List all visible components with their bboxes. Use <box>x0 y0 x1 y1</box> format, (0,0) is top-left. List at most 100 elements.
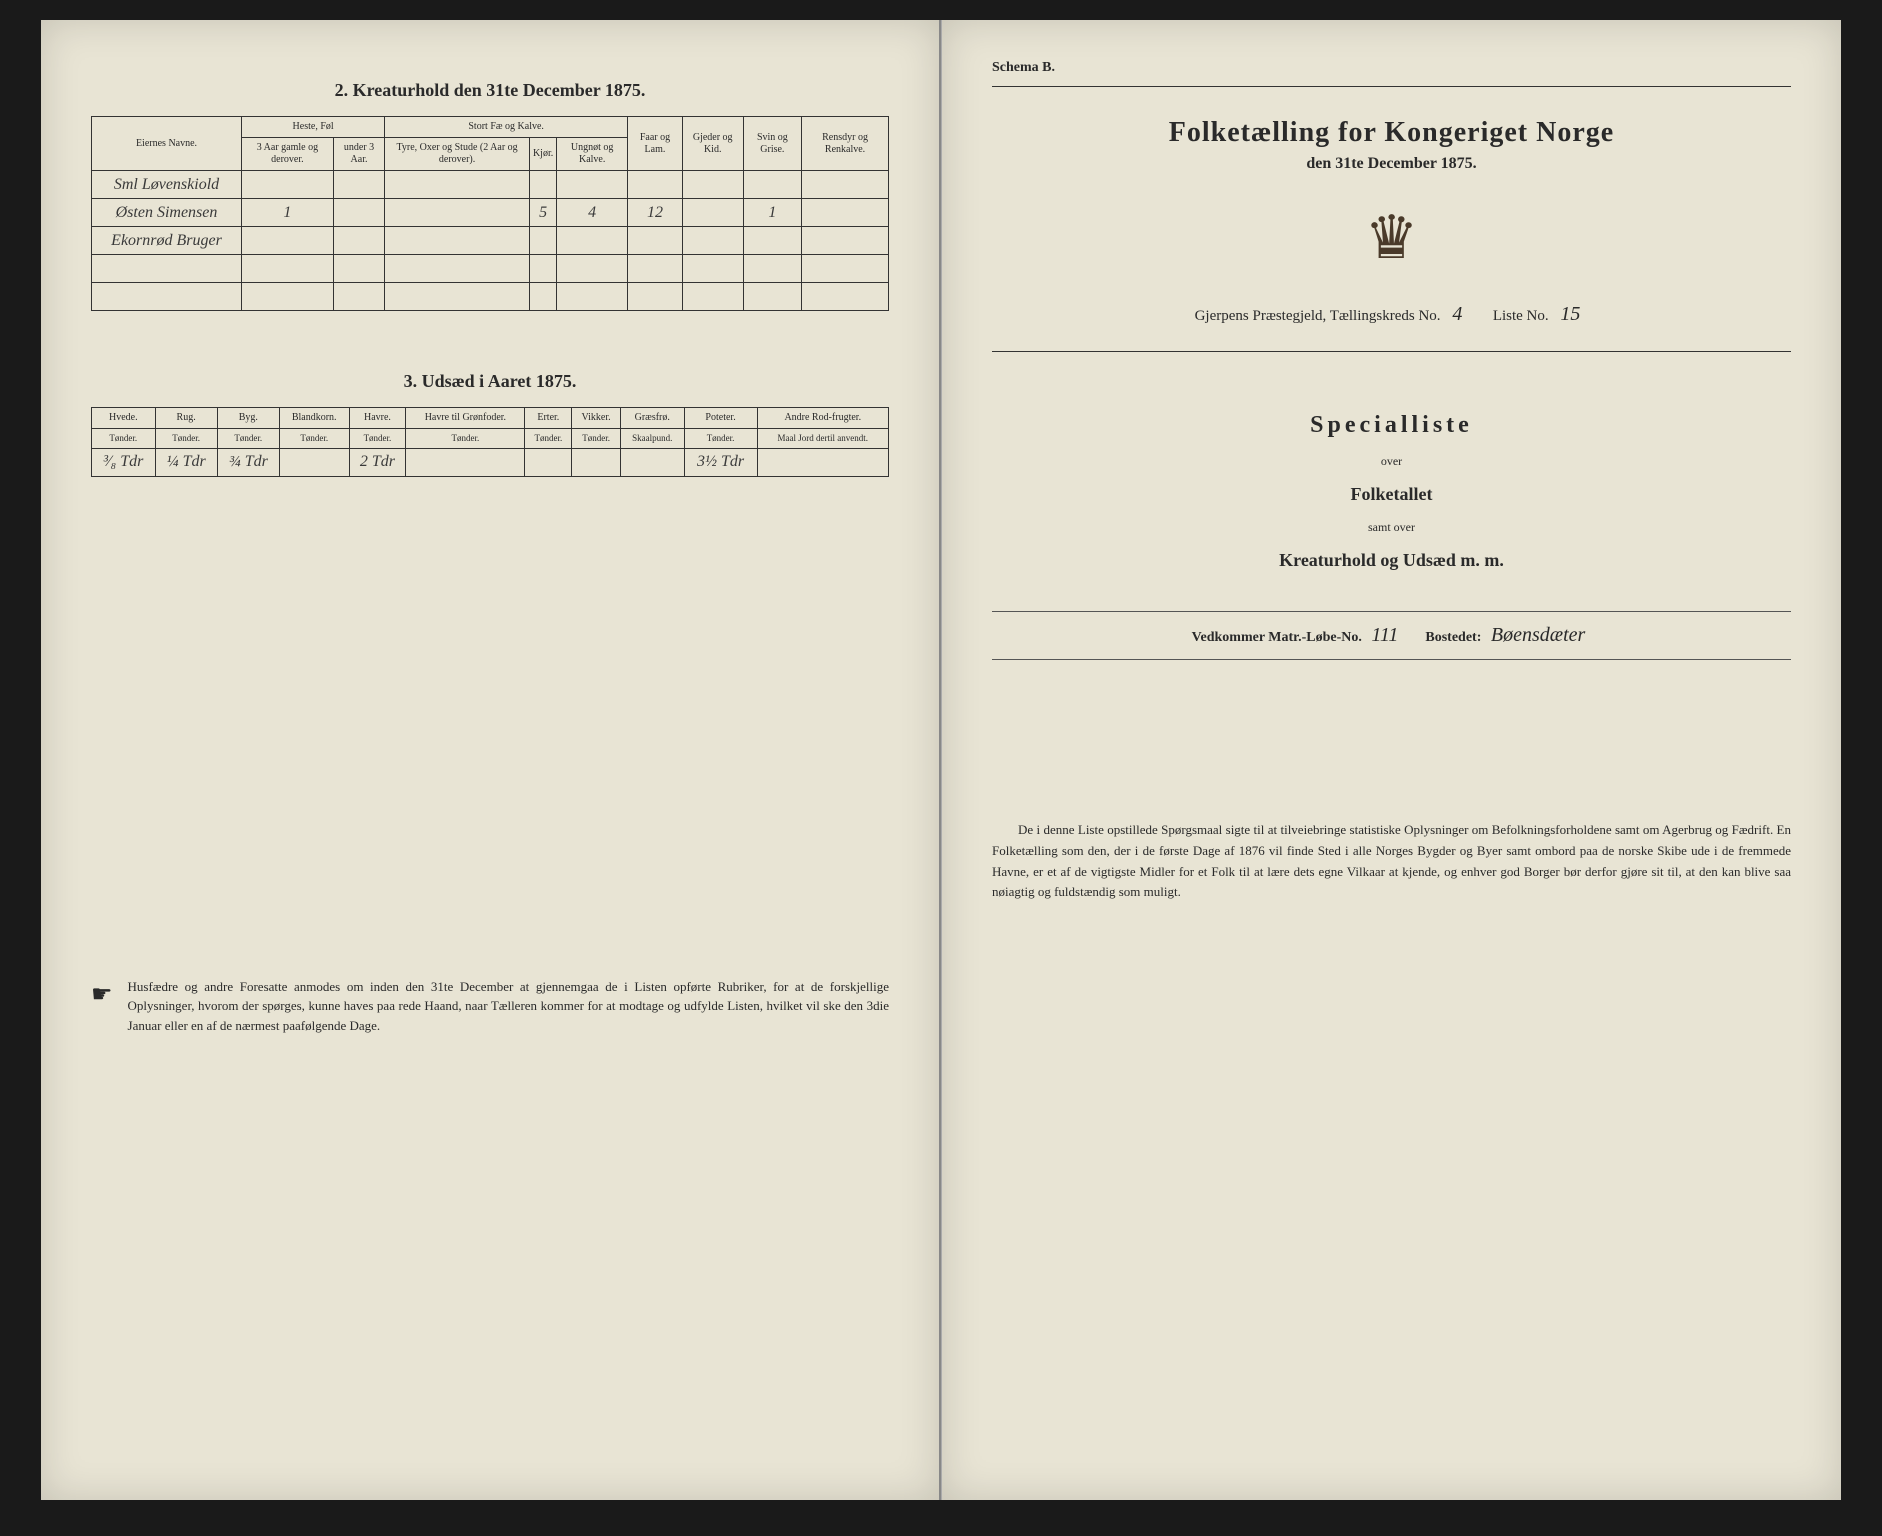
cell <box>385 255 530 283</box>
rule-parish <box>992 351 1791 352</box>
cell <box>92 255 242 283</box>
cell: ³⁄₈ Tdr <box>92 448 156 476</box>
main-subtitle: den 31te December 1875. <box>992 155 1791 173</box>
th-horses-b: under 3 Aar. <box>333 138 384 171</box>
coat-of-arms-icon: ♛ <box>992 203 1791 273</box>
cell <box>682 255 743 283</box>
cell <box>802 199 889 227</box>
matr-no: 111 <box>1365 624 1404 646</box>
seed-table: Hvede.Rug.Byg.Blandkorn.Havre.Havre til … <box>91 407 889 477</box>
cell <box>385 227 530 255</box>
bosted: Bøensdæter <box>1485 624 1591 646</box>
cell <box>557 227 628 255</box>
cell: 5 <box>529 199 556 227</box>
cell <box>557 255 628 283</box>
parish-label: Gjerpens Præstegjeld, Tællingskreds No. <box>1195 308 1441 324</box>
th-unit: Tønder. <box>406 429 525 449</box>
cell: ¼ Tdr <box>155 448 217 476</box>
section2-title: 2. Kreaturhold den 31te December 1875. <box>91 80 889 101</box>
owner-name: Sml Løvenskiold <box>92 171 242 199</box>
th: Andre Rod-frugter. <box>757 408 888 429</box>
th-unit: Maal Jord dertil anvendt. <box>757 429 888 449</box>
th-owner: Eiernes Navne. <box>92 117 242 171</box>
th-unit: Tønder. <box>684 429 757 449</box>
livestock-table: Eiernes Navne. Heste, Føl Stort Fæ og Ka… <box>91 116 889 311</box>
cell <box>802 171 889 199</box>
cell <box>525 448 572 476</box>
cell <box>743 283 801 311</box>
samt: samt over <box>992 520 1791 535</box>
cell <box>529 171 556 199</box>
cell <box>333 255 384 283</box>
th: Rug. <box>155 408 217 429</box>
cell <box>802 283 889 311</box>
cell <box>682 199 743 227</box>
cell <box>628 255 683 283</box>
th: Havre til Grønfoder. <box>406 408 525 429</box>
cell <box>682 171 743 199</box>
cell <box>242 283 334 311</box>
cell <box>682 283 743 311</box>
bosted-label: Bostedet: <box>1425 630 1481 645</box>
th: Vikker. <box>572 408 621 429</box>
owner-name: Østen Simensen <box>92 199 242 227</box>
cell <box>628 171 683 199</box>
cell <box>333 227 384 255</box>
th-cattle-c: Ungnøt og Kalve. <box>557 138 628 171</box>
specialliste: Specialliste <box>992 412 1791 439</box>
th: Hvede. <box>92 408 156 429</box>
list-label: Liste No. <box>1493 308 1549 324</box>
census-book: 2. Kreaturhold den 31te December 1875. E… <box>41 20 1841 1500</box>
over-1: over <box>992 454 1791 469</box>
pointer-icon: ☛ <box>91 977 113 1036</box>
list-no: 15 <box>1552 303 1588 325</box>
folketallet: Folketallet <box>992 484 1791 505</box>
th: Byg. <box>217 408 279 429</box>
cell: 12 <box>628 199 683 227</box>
table-row: Sml Løvenskiold <box>92 171 889 199</box>
cell: 2 Tdr <box>349 448 406 476</box>
cell <box>333 171 384 199</box>
matr-label: Vedkommer Matr.-Løbe-No. <box>1192 630 1362 645</box>
body-text: De i denne Liste opstillede Spørgsmaal s… <box>992 820 1791 903</box>
cell <box>92 283 242 311</box>
cell <box>529 255 556 283</box>
th-unit: Tønder. <box>525 429 572 449</box>
cell <box>572 448 621 476</box>
parish-no: 4 <box>1444 303 1470 325</box>
th-sheep: Faar og Lam. <box>628 117 683 171</box>
th: Poteter. <box>684 408 757 429</box>
cell <box>279 448 349 476</box>
matr-line: Vedkommer Matr.-Løbe-No. 111 Bostedet: B… <box>992 611 1791 660</box>
th-unit: Tønder. <box>155 429 217 449</box>
cell <box>743 227 801 255</box>
cell: 4 <box>557 199 628 227</box>
cell <box>242 171 334 199</box>
th-horses-a: 3 Aar gamle og derover. <box>242 138 334 171</box>
cell: 3½ Tdr <box>684 448 757 476</box>
cell <box>628 283 683 311</box>
cell <box>557 171 628 199</box>
cell <box>757 448 888 476</box>
rule-top <box>992 86 1791 87</box>
th-reindeer: Rensdyr og Renkalve. <box>802 117 889 171</box>
th-cattle-a: Tyre, Oxer og Stude (2 Aar og derover). <box>385 138 530 171</box>
th: Erter. <box>525 408 572 429</box>
table-row <box>92 255 889 283</box>
table-row: Østen Simensen154121 <box>92 199 889 227</box>
th-pigs: Svin og Grise. <box>743 117 801 171</box>
th-unit: Skaalpund. <box>620 429 684 449</box>
left-page: 2. Kreaturhold den 31te December 1875. E… <box>41 20 941 1500</box>
owner-name: Ekornrød Bruger <box>92 227 242 255</box>
cell <box>385 283 530 311</box>
cell <box>333 283 384 311</box>
cell <box>529 283 556 311</box>
cell <box>406 448 525 476</box>
th-unit: Tønder. <box>217 429 279 449</box>
th-horses: Heste, Føl <box>242 117 385 138</box>
cell <box>682 227 743 255</box>
cell: 1 <box>242 199 334 227</box>
th-unit: Tønder. <box>349 429 406 449</box>
cell <box>242 255 334 283</box>
parish-line: Gjerpens Præstegjeld, Tællingskreds No. … <box>992 303 1791 326</box>
